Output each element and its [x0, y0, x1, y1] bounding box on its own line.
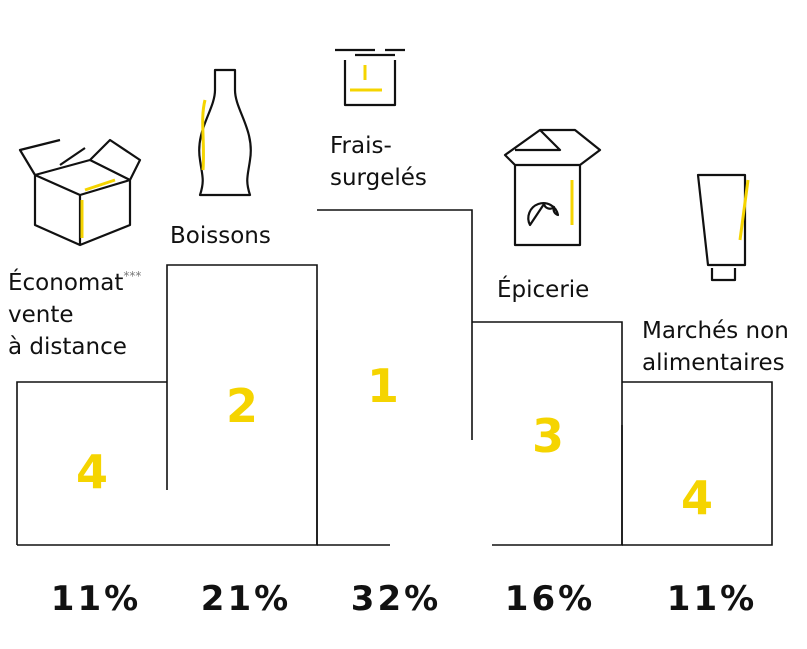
- rank: 2: [226, 379, 258, 433]
- column-label: Boissons: [170, 223, 271, 249]
- share: 32%: [351, 579, 441, 619]
- column-label: Marchés non: [642, 318, 789, 344]
- share: 11%: [667, 579, 757, 619]
- columns: Économat*** vente à distance 4 11% Boissons 2 2…: [8, 133, 789, 619]
- column-label: vente: [8, 302, 74, 328]
- column-label: Économat***: [8, 268, 141, 296]
- column-label: Épicerie: [497, 275, 589, 303]
- share: 16%: [505, 579, 595, 619]
- tube-icon: [696, 173, 750, 282]
- rank: 4: [681, 471, 713, 525]
- column-label: à distance: [8, 334, 127, 360]
- icons: [18, 48, 750, 282]
- rank: 3: [532, 409, 564, 463]
- column-label: surgelés: [330, 165, 427, 191]
- rank: 1: [367, 359, 399, 413]
- footnote-mark: ***: [123, 269, 141, 283]
- podium-outline: [16, 209, 773, 546]
- share: 11%: [51, 579, 141, 619]
- rank: 4: [76, 445, 108, 499]
- frozen-icon: [335, 48, 405, 107]
- bottle-icon: [198, 68, 252, 197]
- carton-icon: [503, 128, 602, 247]
- box-icon: [18, 138, 142, 247]
- column-label: alimentaires: [642, 350, 785, 376]
- share: 21%: [201, 579, 291, 619]
- column-label: Frais-: [330, 133, 392, 159]
